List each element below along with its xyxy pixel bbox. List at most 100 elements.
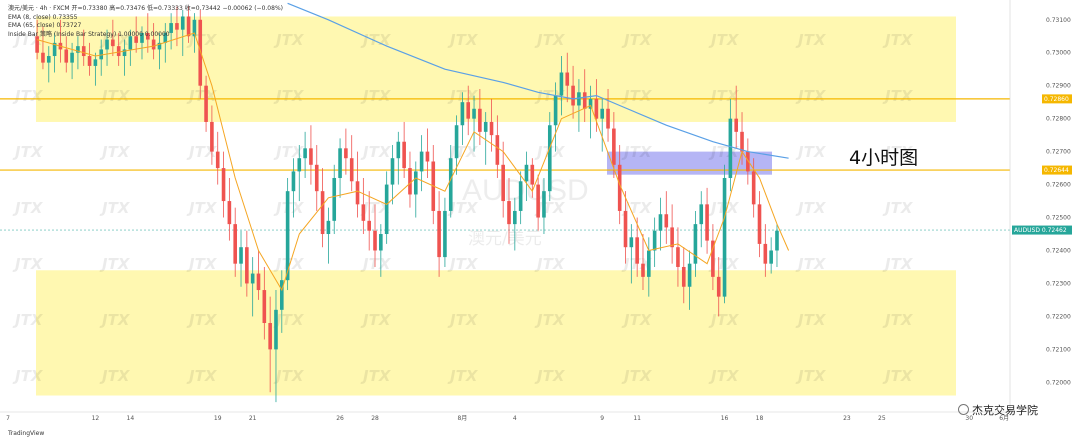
candle-body (728, 118, 733, 178)
candle-body (332, 177, 337, 221)
watermark-jtx: JTX (12, 143, 44, 161)
candle-body (746, 151, 750, 172)
candle-body (122, 49, 127, 57)
price-label-text: AUDUSD 0.72462 (1014, 227, 1067, 234)
candle-body (617, 164, 622, 211)
watermark-jtx: JTX (186, 255, 218, 273)
candle-body (676, 247, 680, 267)
candle-body (571, 85, 575, 106)
price-label-text: 0.72860 (1044, 96, 1069, 103)
candle-body (751, 171, 756, 205)
y-tick-label: 0.72800 (1046, 116, 1071, 123)
watermark-jtx: JTX (534, 199, 566, 217)
watermark-jtx: JTX (795, 199, 827, 217)
watermark-jtx: JTX (186, 367, 218, 385)
candle-body (623, 210, 628, 248)
candle-body (763, 243, 768, 264)
candle-body (151, 39, 156, 50)
candle-body (658, 214, 663, 231)
x-tick-label: 12 (92, 415, 100, 422)
x-tick-label: 23 (843, 415, 851, 422)
candle-body (489, 121, 494, 136)
candle-body (641, 263, 645, 277)
price-label-bg (1042, 165, 1072, 175)
watermark-jtx: JTX (447, 367, 479, 385)
x-tick-label: 7 (6, 415, 10, 422)
candle-body (542, 191, 546, 218)
watermark-jtx: JTX (12, 87, 44, 105)
zone-yellow-1 (36, 270, 956, 396)
candle-body (612, 128, 616, 165)
candle-body (64, 49, 69, 63)
candle-body (81, 46, 86, 57)
candle-body (443, 210, 447, 258)
watermark-jtx: JTX (99, 255, 131, 273)
watermark-jtx: JTX (882, 311, 914, 329)
watermark-jtx: JTX (708, 143, 740, 161)
watermark-jtx: JTX (447, 199, 479, 217)
watermark-jtx: JTX (621, 199, 653, 217)
x-tick-label: 26 (336, 415, 344, 422)
price-label-bg (1012, 225, 1072, 235)
candle-body (501, 164, 505, 202)
candle-body (87, 56, 92, 66)
candle-body (402, 141, 406, 169)
watermark-jtx: JTX (621, 143, 653, 161)
candle-body (268, 323, 272, 350)
candle-body (740, 131, 744, 152)
watermark-jtx: JTX (447, 87, 479, 105)
candle-body (279, 280, 284, 310)
watermark-jtx: JTX (534, 31, 566, 49)
candle-body (192, 19, 197, 37)
candle-body (536, 184, 540, 218)
candle-body (245, 247, 249, 284)
watermark-jtx: JTX (795, 255, 827, 273)
watermark-jtx: JTX (621, 87, 653, 105)
candle-body (699, 204, 704, 225)
candle-body (215, 151, 220, 169)
watermark-jtx: JTX (99, 367, 131, 385)
y-tick-label: 0.72900 (1046, 83, 1071, 90)
candle-body (163, 32, 168, 43)
x-tick-label: 4 (513, 415, 517, 422)
candle-body (367, 220, 371, 231)
watermark-jtx: JTX (621, 367, 653, 385)
candle-body (670, 227, 674, 248)
watermark-jtx: JTX (186, 199, 218, 217)
watermark-jtx: JTX (882, 87, 914, 105)
candle-body (309, 148, 313, 165)
watermark-jtx: JTX (12, 311, 44, 329)
candle-body (483, 121, 488, 132)
candle-body (600, 108, 605, 119)
wechat-icon (958, 404, 969, 415)
watermark-jtx: JTX (99, 87, 131, 105)
candle-body (588, 98, 593, 109)
x-tick-label: 18 (756, 415, 764, 422)
x-tick-label: 6月 (999, 415, 1009, 422)
candle-body (274, 309, 278, 350)
watermark-jtx: JTX (186, 311, 218, 329)
candle-body (425, 151, 430, 162)
x-tick-label: 9 (600, 415, 604, 422)
candle-body (35, 36, 39, 53)
watermark-jtx: JTX (360, 87, 392, 105)
watermark-jtx: JTX (99, 311, 131, 329)
candle-body (652, 230, 657, 251)
watermark-jtx: JTX (360, 367, 392, 385)
watermark-jtx: JTX (882, 31, 914, 49)
watermark-jtx: JTX (99, 143, 131, 161)
legend-price-line: 澳元/美元 · 4h · FXCM 开=0.73380 高=0.73476 低=… (8, 5, 283, 12)
candle-body (594, 98, 599, 119)
candle-body (373, 230, 377, 251)
candle-body (344, 148, 348, 159)
candle-body (239, 247, 243, 264)
watermark-jtx: JTX (534, 367, 566, 385)
watermark-jtx: JTX (360, 311, 392, 329)
candle-body (687, 263, 692, 287)
tradingview-logo-text: TradingView (8, 430, 45, 437)
watermark-jtx: JTX (447, 255, 479, 273)
candle-body (460, 102, 465, 126)
candle-body (210, 121, 214, 152)
candle-body (186, 16, 191, 37)
